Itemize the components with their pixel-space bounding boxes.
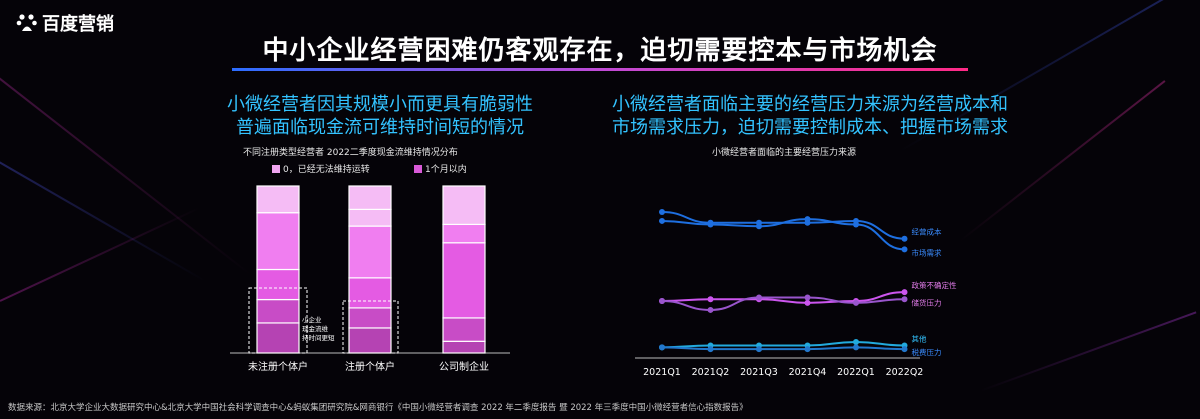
series-label: 经营成本 xyxy=(912,227,942,237)
series-label: 市场需求 xyxy=(912,247,942,257)
data-point xyxy=(659,344,665,351)
bar-segment xyxy=(442,317,486,342)
legend-label: 0，已经无法维持运转 xyxy=(283,165,370,175)
x-tick-label: 2022Q2 xyxy=(886,367,924,378)
x-tick-label: 2021Q2 xyxy=(692,367,730,378)
data-point xyxy=(804,346,811,353)
highlight-box xyxy=(342,300,399,354)
data-point xyxy=(659,298,665,305)
bar-segment xyxy=(442,242,486,319)
annotation-text: 现金流维 xyxy=(302,324,329,333)
data-point xyxy=(901,289,908,296)
data-point xyxy=(756,294,762,301)
x-tick-label: 2021Q4 xyxy=(789,367,827,378)
data-point xyxy=(853,221,859,228)
data-point xyxy=(707,306,714,313)
data-source-note: 数据来源：北京大学企业大数据研究中心&北京大学中国社会科学调查中心&蚂蚁集团研究… xyxy=(8,403,748,413)
line-chart: 2021Q1 2021Q2 2021Q3 2021Q4 2022Q1 2022Q2 经营成本… xyxy=(635,209,957,378)
legend-label: 1个月以内 xyxy=(425,165,467,175)
data-point xyxy=(756,346,762,353)
background-streak xyxy=(979,311,1197,392)
data-point xyxy=(901,235,908,242)
series-label: 其他 xyxy=(912,334,927,344)
series-label: 储货压力 xyxy=(912,297,942,307)
bar-chart-title: 不同注册类型经营者 2022二季度现金流维持情况分布 xyxy=(243,148,458,158)
series-line xyxy=(661,291,905,304)
data-point xyxy=(804,216,811,223)
bar-segment xyxy=(348,327,392,354)
data-point xyxy=(707,221,714,228)
series-line xyxy=(661,346,905,351)
data-point xyxy=(707,296,714,303)
left-subtitle-line-2: 普遍面临现金流可维持时间短的情况 xyxy=(236,117,524,138)
bar-segment xyxy=(348,277,392,309)
x-tick-label: 2022Q1 xyxy=(837,367,875,378)
highlight-box xyxy=(248,287,308,354)
series-label: 税费压力 xyxy=(912,347,942,357)
bar-segment xyxy=(256,185,300,214)
data-point xyxy=(853,299,859,306)
line-chart-title: 小微经营者面临的主要经营压力来源 xyxy=(712,148,857,158)
right-subtitle-line-2: 市场需求压力，迫切需要控制成本、把握市场需求 xyxy=(612,117,1008,138)
bar-segment xyxy=(442,223,486,244)
x-tick-label: 2021Q1 xyxy=(643,367,681,378)
bar-segment xyxy=(348,307,392,329)
paw-logo-icon xyxy=(16,14,37,31)
data-point xyxy=(707,346,714,353)
series-line xyxy=(661,218,905,251)
bar-segment xyxy=(442,340,486,354)
data-point xyxy=(901,246,908,253)
data-point xyxy=(659,209,665,216)
left-subtitle-line-1: 小微经营者因其规模小而更具有脆弱性 xyxy=(227,94,533,115)
legend-swatch xyxy=(414,164,422,173)
page-title: 中小企业经营困难仍客观存在，迫切需要控本与市场机会 xyxy=(262,36,938,66)
bar-segment xyxy=(256,322,300,354)
data-point xyxy=(659,217,665,224)
data-point xyxy=(853,344,859,351)
title-underline xyxy=(232,68,968,71)
series-line xyxy=(661,296,905,311)
x-tick-label: 2021Q3 xyxy=(740,367,778,378)
data-point xyxy=(756,223,762,230)
annotation-text: 持时间更短 xyxy=(302,333,335,342)
bar-segment xyxy=(256,268,300,301)
x-tick-label: 未注册个体户 xyxy=(248,360,308,373)
annotation-text: 小企业 xyxy=(302,315,322,324)
brand-name: 百度营销 xyxy=(42,14,114,35)
bar-segment xyxy=(348,185,392,210)
bar-segment xyxy=(442,185,486,226)
data-point xyxy=(804,294,811,301)
series-label: 政策不确定性 xyxy=(912,280,957,290)
x-tick-label: 注册个体户 xyxy=(345,360,395,373)
bar-segment xyxy=(256,212,300,271)
bar-legend-item-1: 0，已经无法维持运转 xyxy=(272,162,370,175)
data-point xyxy=(804,299,811,306)
x-tick-label: 公司制企业 xyxy=(439,360,489,373)
bar-legend-item-2: 1个月以内 xyxy=(414,162,467,175)
series-line xyxy=(661,340,905,349)
data-point xyxy=(901,296,908,303)
right-subtitle-line-1: 小微经营者面临主要的经营压力来源为经营成本和 xyxy=(612,94,1008,115)
bar-segment xyxy=(256,298,300,324)
legend-swatch xyxy=(272,164,280,173)
bar-segment xyxy=(348,225,392,279)
data-point xyxy=(853,338,859,345)
data-point xyxy=(901,346,908,353)
bar-segment xyxy=(348,208,392,227)
series-line xyxy=(661,211,905,240)
brand-logo: 百度营销 xyxy=(16,10,114,36)
